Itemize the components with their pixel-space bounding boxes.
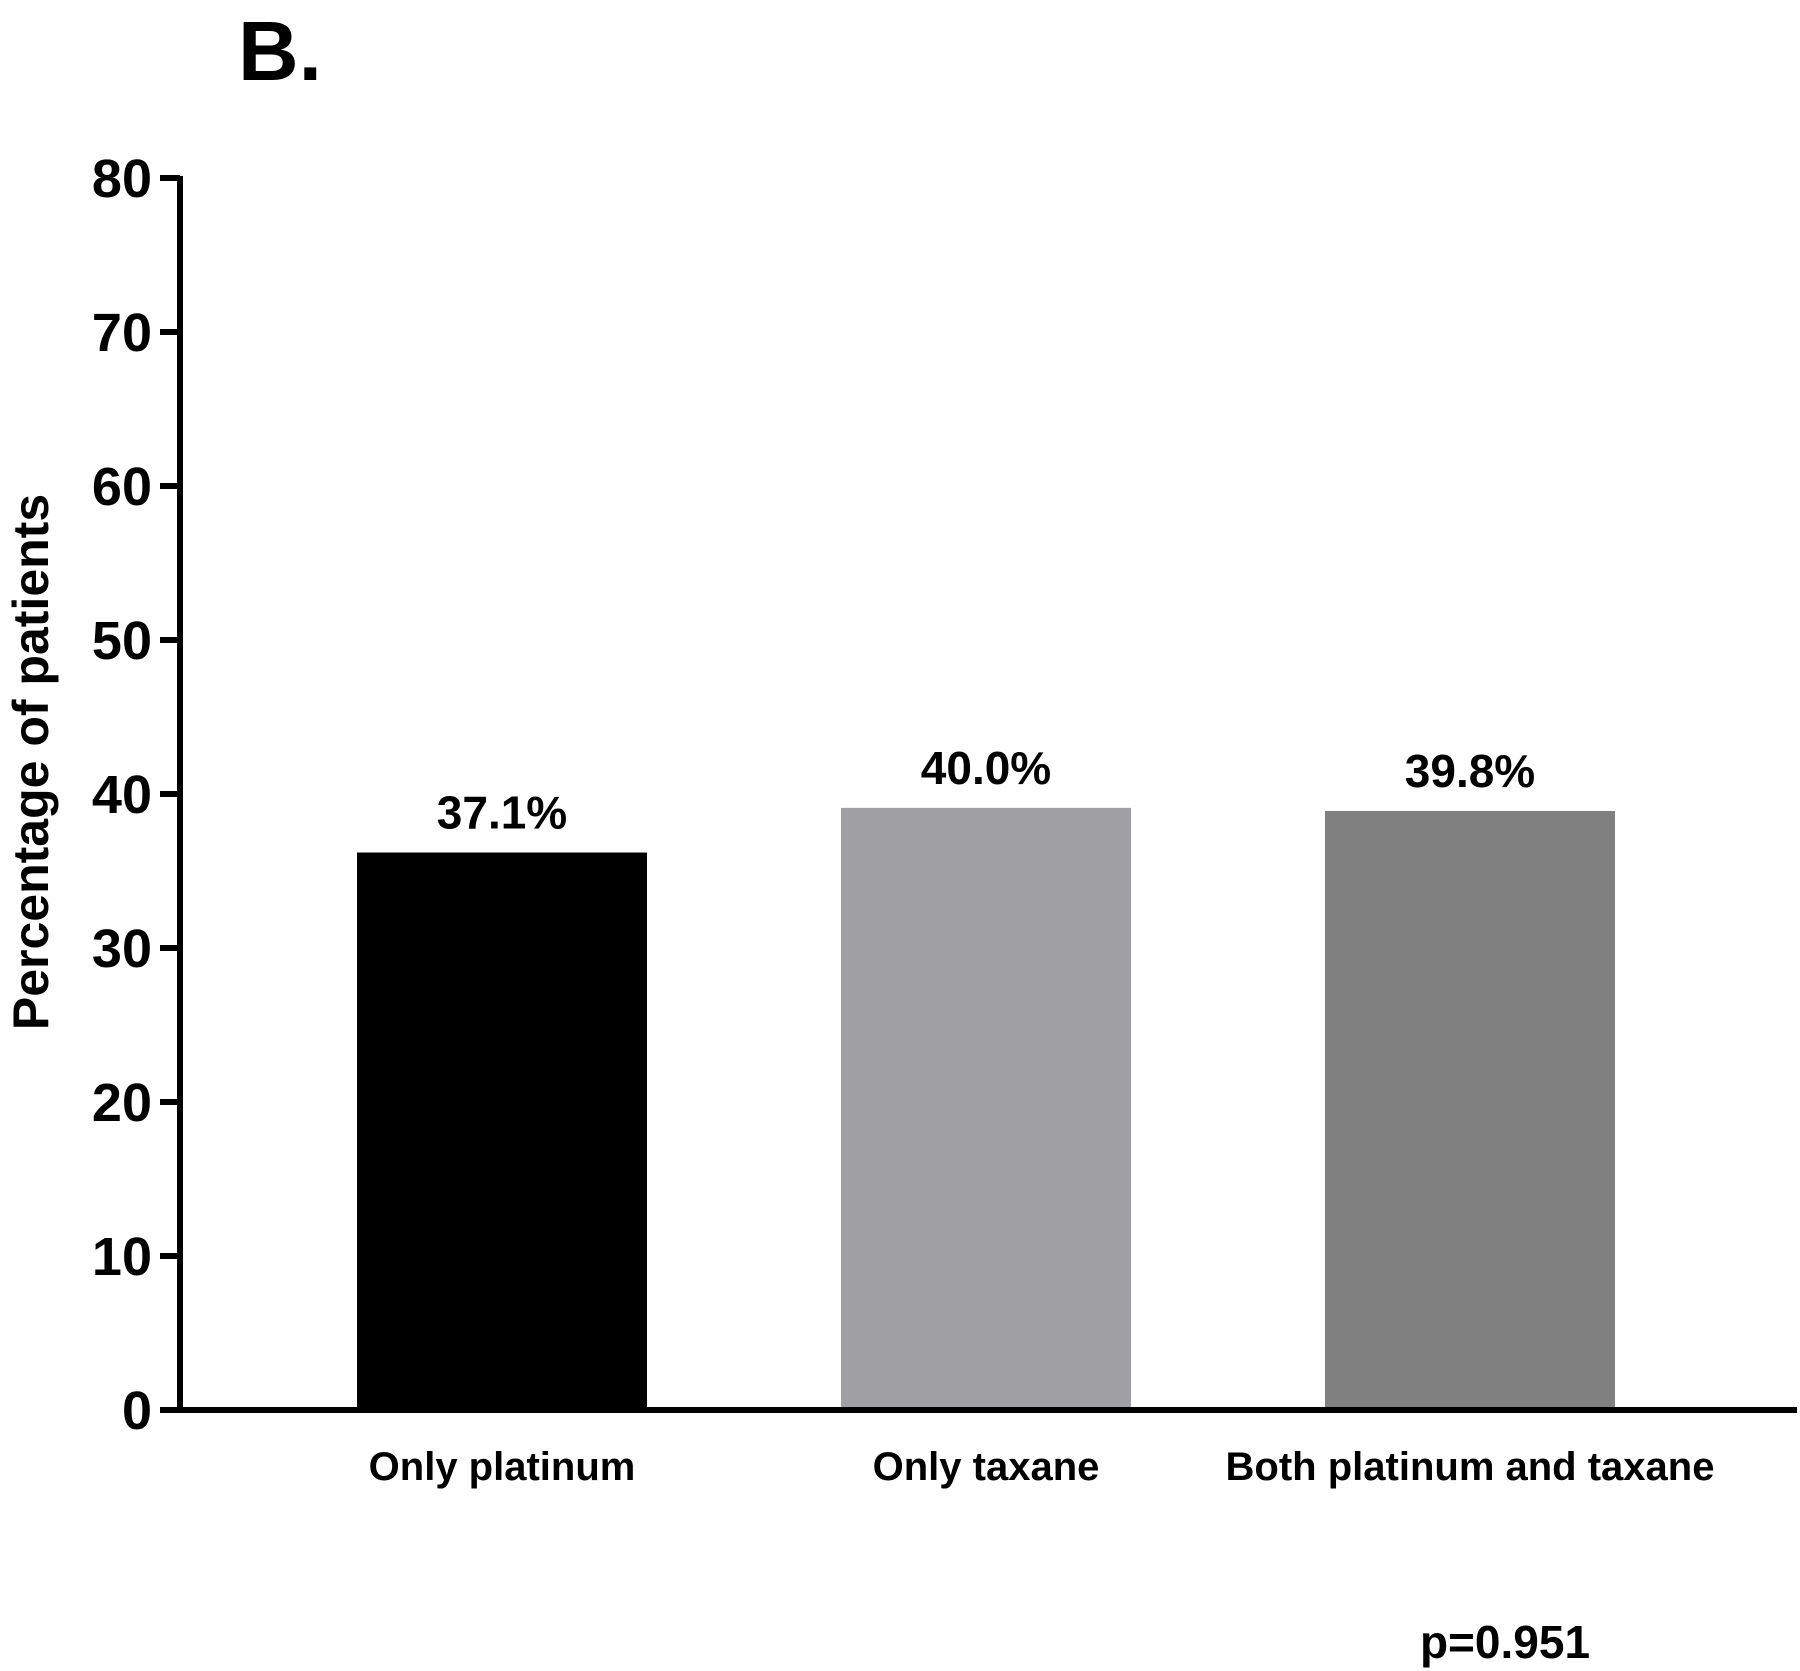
data-label: 40.0% bbox=[921, 742, 1051, 794]
x-tick-label: Both platinum and taxane bbox=[1226, 1445, 1715, 1489]
y-tick-label: 40 bbox=[92, 765, 152, 825]
data-label: 37.1% bbox=[437, 787, 567, 839]
x-tick-label: Only platinum bbox=[369, 1445, 636, 1489]
y-tick-label: 70 bbox=[92, 303, 152, 363]
category-labels: Only platinum Only taxane Both platinum an… bbox=[369, 1445, 1715, 1489]
y-tick-label: 30 bbox=[92, 919, 152, 979]
panel-label: B. bbox=[238, 4, 322, 98]
y-axis-title: Percentage of patients bbox=[3, 494, 59, 1030]
p-value-annotation: p=0.951 bbox=[1420, 1616, 1590, 1668]
y-tick-label: 10 bbox=[92, 1227, 152, 1287]
data-label: 39.8% bbox=[1405, 745, 1535, 797]
y-tick-label: 50 bbox=[92, 611, 152, 671]
y-tick-label: 0 bbox=[122, 1381, 152, 1441]
y-tick-label: 60 bbox=[92, 457, 152, 517]
bar bbox=[1325, 810, 1615, 1407]
y-axis: 0 10 20 30 40 50 60 70 80 bbox=[92, 149, 183, 1441]
bar bbox=[357, 852, 647, 1407]
x-tick-label: Only taxane bbox=[873, 1445, 1100, 1489]
bars bbox=[357, 807, 1615, 1407]
bar bbox=[841, 807, 1131, 1407]
y-tick-label: 20 bbox=[92, 1073, 152, 1133]
data-labels: 37.1% 40.0% 39.8% bbox=[437, 742, 1535, 839]
y-tick-label: 80 bbox=[92, 149, 152, 209]
